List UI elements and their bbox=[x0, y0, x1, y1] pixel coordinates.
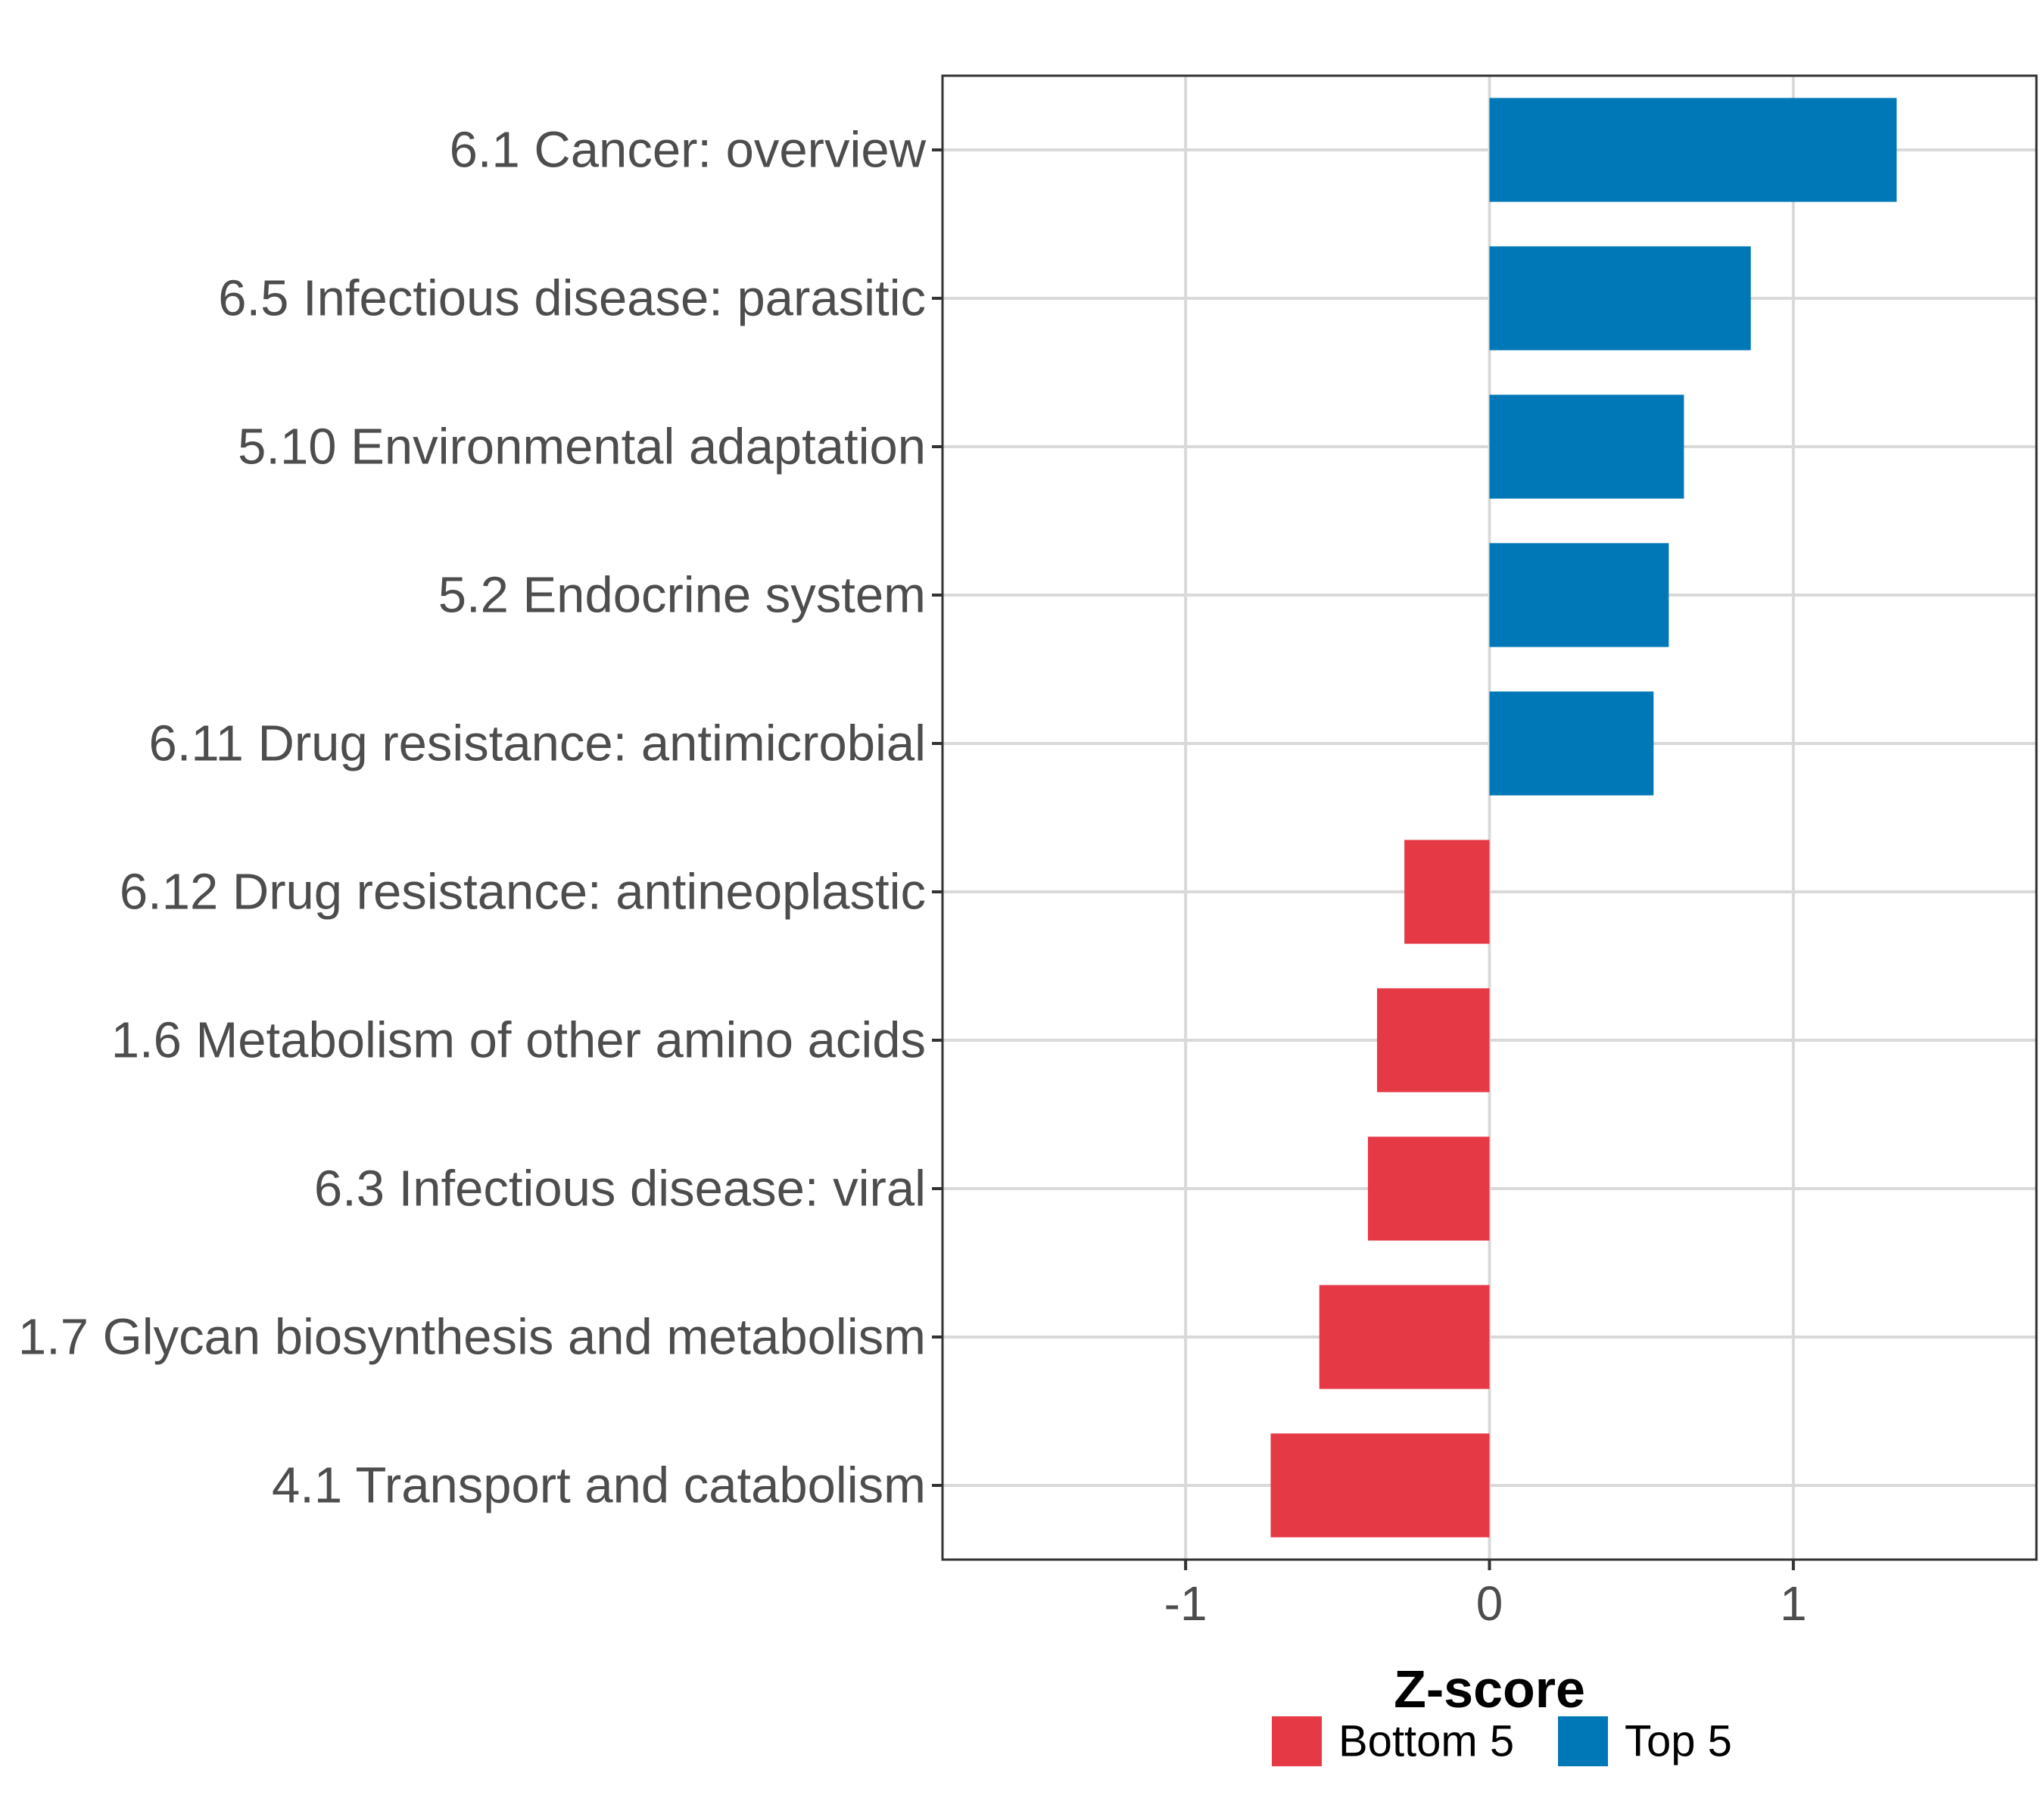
bar bbox=[1404, 840, 1490, 944]
bar bbox=[1489, 98, 1897, 202]
bar bbox=[1270, 1433, 1490, 1538]
legend: Bottom 5 Top 5 bbox=[1272, 1716, 1732, 1766]
bar-layer bbox=[1270, 98, 1897, 1538]
y-tick-label: 6.12 Drug resistance: antineoplastic bbox=[120, 864, 926, 921]
tick-layer bbox=[932, 148, 1795, 1570]
legend-label: Bottom 5 bbox=[1338, 1717, 1514, 1766]
x-tick-label: -1 bbox=[1164, 1576, 1207, 1631]
bar bbox=[1489, 246, 1751, 351]
y-tick-label: 6.1 Cancer: overview bbox=[450, 122, 927, 179]
y-tick-label: 6.11 Drug resistance: antimicrobial bbox=[148, 715, 926, 772]
bar bbox=[1489, 394, 1684, 499]
bar bbox=[1319, 1285, 1490, 1389]
bar bbox=[1376, 988, 1490, 1092]
bar bbox=[1489, 543, 1669, 647]
x-axis-title: Z-score bbox=[1394, 1660, 1585, 1719]
y-tick-label: 4.1 Transport and catabolism bbox=[272, 1457, 926, 1514]
y-tick-label: 6.3 Infectious disease: viral bbox=[314, 1161, 926, 1217]
y-tick-label: 1.6 Metabolism of other amino acids bbox=[111, 1012, 926, 1069]
legend-swatch bbox=[1272, 1716, 1322, 1766]
y-tick-label: 6.5 Infectious disease: parasitic bbox=[218, 270, 926, 327]
y-tick-label: 5.2 Endocrine system bbox=[438, 567, 926, 624]
y-tick-label: 5.10 Environmental adaptation bbox=[238, 419, 926, 475]
y-tick-label: 1.7 Glycan biosynthesis and metabolism bbox=[18, 1309, 926, 1366]
legend-swatch bbox=[1558, 1716, 1608, 1766]
legend-label: Top 5 bbox=[1625, 1717, 1732, 1766]
x-tick-label: 0 bbox=[1476, 1576, 1503, 1631]
label-layer: 6.1 Cancer: overview 6.5 Infectious disea… bbox=[18, 122, 1807, 1632]
x-tick-label: 1 bbox=[1780, 1576, 1807, 1631]
bar bbox=[1367, 1136, 1490, 1241]
bar bbox=[1489, 691, 1654, 796]
